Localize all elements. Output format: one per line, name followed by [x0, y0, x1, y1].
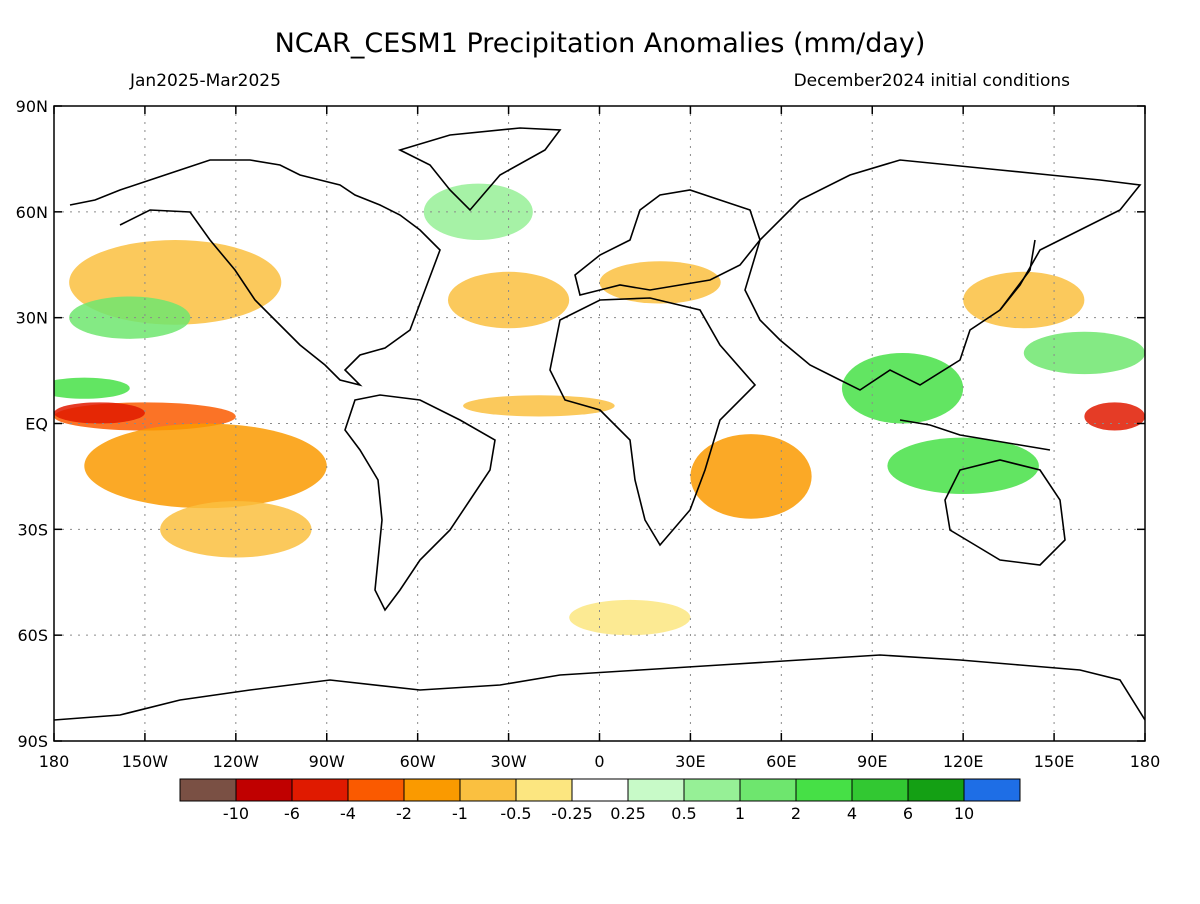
- anomaly-region: [963, 271, 1085, 329]
- latitude-label: 60N: [16, 203, 48, 222]
- longitude-label: 90E: [857, 752, 887, 771]
- south-america-outline: [344, 394, 496, 612]
- colorbar-swatch: [235, 778, 293, 802]
- longitude-label: 60E: [766, 752, 796, 771]
- anomaly-region: [463, 395, 615, 417]
- colorbar-label: -0.5: [500, 804, 531, 823]
- colorbar-swatch: [963, 778, 1021, 802]
- colorbar-swatch: [907, 778, 965, 802]
- colorbar-swatch: [683, 778, 741, 802]
- colorbar-label: 0.25: [610, 804, 646, 823]
- map-title: NCAR_CESM1 Precipitation Anomalies (mm/d…: [275, 28, 926, 59]
- anomaly-region: [69, 296, 191, 339]
- longitude-label: 180: [1130, 752, 1161, 771]
- colorbar-swatch: [403, 778, 461, 802]
- longitude-label: 30E: [675, 752, 705, 771]
- latitude-label: 60S: [17, 626, 48, 645]
- longitude-label: 90W: [309, 752, 345, 771]
- forecast-period: Jan2025-Mar2025: [129, 71, 281, 91]
- anomaly-region: [887, 437, 1039, 495]
- colorbar-swatch: [627, 778, 685, 802]
- longitude-label: 120E: [943, 752, 984, 771]
- latitude-label: 30S: [17, 520, 48, 539]
- colorbar-label: 0.5: [671, 804, 696, 823]
- australia-outline: [944, 459, 1066, 566]
- longitude-label: 60W: [400, 752, 436, 771]
- asia-outline: [744, 159, 1142, 391]
- longitude-label: 150W: [122, 752, 169, 771]
- africa-outline: [549, 297, 757, 547]
- colorbar-label: 2: [791, 804, 801, 823]
- colorbar-swatch: [291, 778, 349, 802]
- anomaly-region: [599, 261, 721, 304]
- colorbar-label: -1: [452, 804, 468, 823]
- anomaly-region: [1023, 331, 1145, 375]
- colorbar-label: -2: [396, 804, 412, 823]
- longitude-label: 0: [594, 752, 604, 771]
- colorbar-swatch: [347, 778, 405, 802]
- gridlines: [54, 106, 1145, 741]
- colorbar-swatch: [795, 778, 853, 802]
- colorbar-swatch: [179, 778, 237, 802]
- antarctica-outline: [54, 654, 1145, 721]
- colorbar-label: 10: [954, 804, 974, 823]
- colorbar-swatch: [515, 778, 573, 802]
- colorbar-swatch: [571, 778, 629, 802]
- map-panel: [54, 106, 1145, 741]
- initial-conditions: December2024 initial conditions: [794, 71, 1071, 91]
- colorbar-label: 6: [903, 804, 913, 823]
- anomaly-region: [690, 434, 812, 519]
- longitude-label: 120W: [213, 752, 260, 771]
- colorbar-swatch: [851, 778, 909, 802]
- colorbar-label: -6: [284, 804, 300, 823]
- anomaly-region: [54, 402, 145, 424]
- anomaly-region: [84, 423, 327, 509]
- colorbar-swatch: [459, 778, 517, 802]
- north-america-outline: [69, 159, 441, 387]
- maritime-continent-outline: [899, 419, 1051, 451]
- anomaly-region: [160, 501, 312, 558]
- latitude-label: 90N: [16, 97, 48, 116]
- longitude-label: 180: [39, 752, 70, 771]
- anomaly-region: [54, 377, 130, 399]
- longitude-labels: 180 150W 120W 90W 60W 30W 0 30E 60E 90E 120E 150E 18…: [39, 106, 1161, 771]
- latitude-label: 90S: [17, 732, 48, 751]
- anomaly-region: [569, 599, 691, 636]
- longitude-label: 150E: [1034, 752, 1075, 771]
- colorbar: -10 -6 -4 -2 -1 -0.5 -0.25 0.25 0.5 1 2 4 6 10: [179, 778, 1021, 823]
- colorbar-swatch: [739, 778, 797, 802]
- colorbar-label: -4: [340, 804, 356, 823]
- coastlines: [54, 127, 1145, 721]
- colorbar-label: 1: [735, 804, 745, 823]
- anomaly-region: [841, 352, 964, 424]
- colorbar-label: -0.25: [551, 804, 592, 823]
- anomaly-region: [1084, 402, 1145, 431]
- anomaly-region: [447, 271, 570, 329]
- longitude-label: 30W: [490, 752, 526, 771]
- japan-outline: [999, 239, 1036, 311]
- latitude-labels: 90N 60N 30N EQ 30S 60S 90S: [16, 97, 1145, 751]
- greenland-outline: [397, 127, 562, 212]
- colorbar-label: -10: [223, 804, 249, 823]
- latitude-label: 30N: [16, 309, 48, 328]
- colorbar-label: 4: [847, 804, 857, 823]
- latitude-label: EQ: [25, 415, 48, 434]
